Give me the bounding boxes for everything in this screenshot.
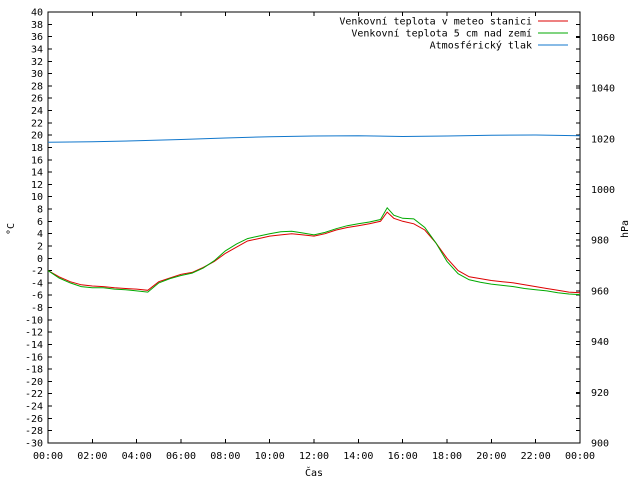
y-tick-label: -26 xyxy=(25,414,43,425)
y-tick-label: -4 xyxy=(31,278,43,289)
y-tick-label: 16 xyxy=(31,155,43,166)
x-tick-label: 00:00 xyxy=(565,451,595,462)
y-tick-label: 12 xyxy=(31,180,43,191)
y-tick-label: -22 xyxy=(25,389,43,400)
x-tick-label: 10:00 xyxy=(255,451,285,462)
y-tick-label: -24 xyxy=(25,402,43,413)
legend-label: Venkovní teplota 5 cm nad zemí xyxy=(351,28,532,40)
y-tick-label: -14 xyxy=(25,340,43,351)
series-lines xyxy=(47,134,581,296)
legend-label: Atmosférický tlak xyxy=(430,40,532,52)
x-tick-label: 16:00 xyxy=(388,451,418,462)
y2-tick-label: 940 xyxy=(591,337,609,348)
plot-area xyxy=(47,11,581,444)
plot-border xyxy=(47,11,581,444)
x-tick-label: 14:00 xyxy=(343,451,373,462)
y-tick-label: 10 xyxy=(31,192,43,203)
y-tick-label: -16 xyxy=(25,352,43,363)
y-tick-label: -8 xyxy=(31,303,43,314)
legend: Venkovní teplota v meteo staniciVenkovní… xyxy=(339,16,568,52)
y-tick-label: 18 xyxy=(31,143,43,154)
y-tick-label: -30 xyxy=(25,439,43,450)
y-tick-label: -12 xyxy=(25,328,43,339)
y-tick-label: 28 xyxy=(31,81,43,92)
y-tick-label: 26 xyxy=(31,94,43,105)
y-tick-label: 0 xyxy=(37,254,43,265)
y-tick-label: 4 xyxy=(37,229,43,240)
y-tick-label: 34 xyxy=(31,44,43,55)
y2-axis-label: hPa xyxy=(620,220,631,238)
y-tick-label: -10 xyxy=(25,315,43,326)
y2-tick-label: 920 xyxy=(591,388,609,399)
y-tick-label: 40 xyxy=(31,8,43,19)
y-tick-label: -20 xyxy=(25,377,43,388)
y-axis-label: °C xyxy=(6,223,17,235)
x-tick-label: 12:00 xyxy=(299,451,329,462)
y-tick-label: 24 xyxy=(31,106,43,117)
y2-tick-label: 900 xyxy=(591,439,609,450)
x-axis-label: Čas xyxy=(305,466,323,479)
x-tick-label: 00:00 xyxy=(33,451,63,462)
x-tick-label: 18:00 xyxy=(432,451,462,462)
x-tick-label: 02:00 xyxy=(77,451,107,462)
y-tick-label: -6 xyxy=(31,291,43,302)
y-tick-label: 14 xyxy=(31,168,43,179)
y-tick-label: 20 xyxy=(31,131,43,142)
x-axis: 00:00 02:00 04:00 06:00 08:00 10:00 12:00 14:00… xyxy=(33,12,595,462)
series-line-3 xyxy=(47,134,581,143)
y2-tick-label: 960 xyxy=(591,286,609,297)
y-tick-label: 22 xyxy=(31,118,43,129)
series-line-1 xyxy=(47,211,581,294)
x-tick-label: 22:00 xyxy=(521,451,551,462)
y-tick-label: 32 xyxy=(31,57,43,68)
y-tick-label: 30 xyxy=(31,69,43,80)
x-tick-label: 06:00 xyxy=(166,451,196,462)
y2-tick-label: 1000 xyxy=(591,185,615,196)
series-line-2 xyxy=(47,206,581,296)
y2-tick-label: 1060 xyxy=(591,33,615,44)
y-tick-label: -18 xyxy=(25,365,43,376)
y-tick-label: -2 xyxy=(31,266,43,277)
y-tick-label: 6 xyxy=(37,217,43,228)
y-tick-label: -28 xyxy=(25,426,43,437)
x-tick-label: 08:00 xyxy=(210,451,240,462)
y-tick-label: 8 xyxy=(37,205,43,216)
y2-tick-label: 1020 xyxy=(591,134,615,145)
y-axis-left: 4038363432302826242220181614121086420-2-… xyxy=(25,8,580,450)
y-axis-right: 1060 1040 1020 1000 980 960 940 920 900 xyxy=(576,33,615,450)
legend-label: Venkovní teplota v meteo stanici xyxy=(339,16,532,28)
y-tick-label: 36 xyxy=(31,32,43,43)
y-tick-label: 2 xyxy=(37,241,43,252)
y2-tick-label: 980 xyxy=(591,236,609,247)
y-tick-label: 38 xyxy=(31,20,43,31)
x-tick-label: 04:00 xyxy=(122,451,152,462)
y2-tick-label: 1040 xyxy=(591,84,615,95)
x-tick-label: 20:00 xyxy=(476,451,506,462)
